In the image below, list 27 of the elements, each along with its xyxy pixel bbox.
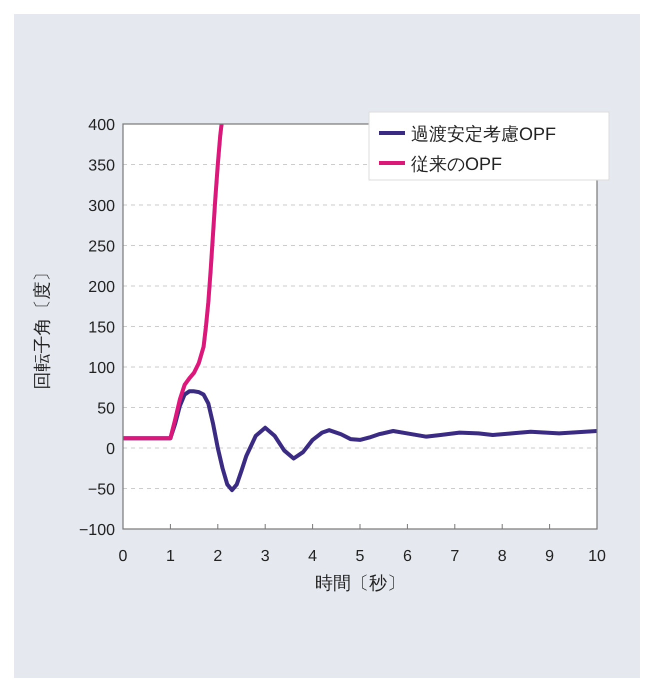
- y-tick-label: 200: [88, 279, 116, 296]
- y-tick-label: 100: [88, 360, 116, 377]
- y-tick-label: −50: [88, 482, 116, 498]
- x-tick-label: 8: [498, 548, 507, 565]
- y-tick-label: −100: [78, 522, 116, 539]
- x-tick-label: 4: [308, 548, 318, 565]
- x-tick-label: 7: [450, 548, 460, 565]
- y-axis-title: 回転子角〔度〕: [32, 264, 52, 390]
- y-tick-label: 150: [88, 320, 116, 336]
- y-tick-label: 400: [88, 117, 116, 134]
- x-tick-label: 1: [166, 548, 175, 565]
- legend-label: 過渡安定考慮OPF: [411, 124, 556, 144]
- x-tick-label: 0: [118, 548, 128, 565]
- x-axis-title: 時間〔秒〕: [315, 573, 405, 593]
- x-tick-label: 3: [260, 548, 270, 565]
- y-tick-label: 0: [106, 441, 116, 458]
- y-tick-label: 350: [88, 158, 116, 174]
- x-tick-label: 9: [545, 548, 554, 565]
- x-tick-label: 2: [213, 548, 222, 565]
- x-tick-label: 5: [356, 548, 365, 565]
- x-tick-label: 6: [402, 548, 412, 565]
- y-tick-label: 300: [88, 198, 116, 215]
- y-tick-label: 250: [88, 238, 116, 256]
- y-tick-label: 50: [97, 400, 116, 418]
- legend-label: 従来のOPF: [411, 154, 502, 174]
- line-series: [123, 124, 224, 440]
- x-tick-label: 10: [588, 548, 606, 565]
